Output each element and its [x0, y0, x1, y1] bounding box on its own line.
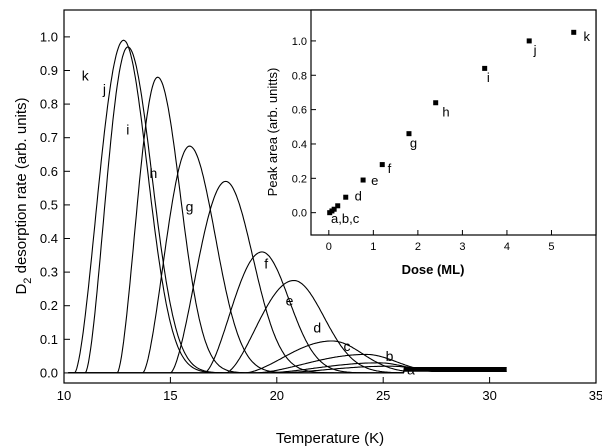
inset-data-point [433, 100, 438, 105]
main-x-axis-title: Temperature (K) [276, 430, 384, 447]
main-y-tick-label: 0.1 [40, 332, 58, 347]
main-y-axis-title: D2 desorption rate (arb. units) [13, 97, 34, 294]
inset-y-axis-title: Peak area (arb. unitts) [265, 68, 280, 197]
curve-label-k: k [82, 68, 90, 84]
inset-x-tick-label: 0 [326, 241, 332, 253]
main-y-tick-label: 0.5 [40, 197, 58, 212]
curve-label-c: c [344, 338, 351, 354]
main-x-tick-label: 20 [270, 388, 284, 403]
inset-y-tick-label: 0.6 [292, 105, 307, 117]
inset-x-tick-label: 4 [504, 241, 510, 253]
inset-y-tick-label: 1.0 [292, 36, 307, 48]
inset-point-label: g [410, 135, 417, 150]
inset-y-tick-label: 0.4 [292, 139, 307, 151]
inset-data-point [361, 178, 366, 183]
inset-y-tick-label: 0.8 [292, 70, 307, 82]
main-y-tick-label: 0.7 [40, 130, 58, 145]
main-x-tick-label: 10 [57, 388, 71, 403]
curve-label-f: f [264, 256, 268, 272]
inset-point-label: a,b,c [331, 211, 360, 226]
curve-label-a: a [407, 362, 415, 378]
y-title-main: D [13, 284, 30, 295]
main-y-tick-label: 0.8 [40, 97, 58, 112]
inset-data-point [380, 162, 385, 167]
main-y-tick-label: 1.0 [40, 29, 58, 44]
inset-y-tick-label: 0.2 [292, 173, 307, 185]
main-y-tick-label: 0.9 [40, 63, 58, 78]
inset-point-label: j [533, 43, 537, 58]
main-x-tick-label: 25 [376, 388, 390, 403]
inset-y-tick-label: 0.0 [292, 208, 307, 220]
main-x-tick-label: 30 [482, 388, 496, 403]
inset-point-label: k [584, 29, 591, 44]
inset-point-label: e [371, 173, 378, 188]
main-y-tick-label: 0.2 [40, 298, 58, 313]
inset-point-label: h [442, 104, 449, 119]
inset-data-point [343, 195, 348, 200]
curve-label-h: h [149, 165, 157, 181]
main-x-tick-label: 35 [589, 388, 602, 403]
inset-x-tick-label: 1 [370, 241, 376, 253]
inset-point-label: i [487, 70, 490, 85]
inset-data-point [527, 38, 532, 43]
main-y-axis: 0.0 0.1 0.2 0.3 0.4 0.5 0.6 0.7 0.8 0.9 1.0 [40, 29, 70, 380]
curve-label-d: d [313, 320, 321, 336]
inset-data-point [335, 203, 340, 208]
curve-label-i: i [126, 121, 129, 137]
inset-point-label: f [388, 161, 392, 176]
main-y-tick-label: 0.6 [40, 164, 58, 179]
inset-x-axis-title: Dose (ML) [402, 262, 465, 277]
curve-label-b: b [386, 348, 394, 364]
main-x-tick-label: 15 [163, 388, 177, 403]
main-y-tick-label: 0.3 [40, 265, 58, 280]
main-y-tick-label: 0.0 [40, 365, 58, 380]
inset-point-label: d [355, 189, 362, 204]
curve-label-g: g [186, 199, 194, 215]
curve-label-e: e [286, 293, 294, 309]
inset-x-tick-label: 5 [548, 241, 554, 253]
inset-x-tick-label: 2 [415, 241, 421, 253]
curve-label-j: j [102, 81, 106, 97]
y-title-rest: desorption rate (arb. units) [13, 97, 30, 277]
main-x-axis: 10 15 20 25 30 35 [57, 377, 602, 403]
main-y-tick-label: 0.4 [40, 231, 58, 246]
inset-x-tick-label: 3 [459, 241, 465, 253]
inset-data-point [571, 30, 576, 35]
